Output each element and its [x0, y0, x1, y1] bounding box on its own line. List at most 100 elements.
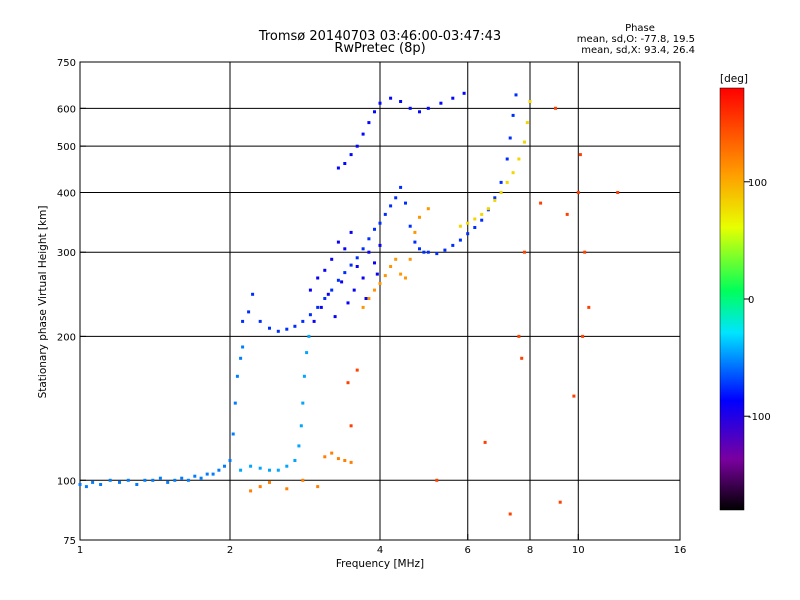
data-point [330, 451, 334, 455]
data-point [258, 319, 262, 323]
data-point [576, 191, 580, 194]
data-point [583, 250, 587, 254]
data-point [343, 459, 347, 462]
data-point [435, 478, 439, 482]
data-point [173, 478, 177, 482]
data-point [462, 91, 466, 95]
data-point [486, 207, 490, 211]
data-point [511, 171, 515, 175]
data-point [373, 288, 376, 292]
data-point [517, 334, 521, 338]
data-point [466, 232, 470, 236]
data-point [418, 110, 421, 114]
data-point [235, 374, 239, 378]
data-point [323, 268, 327, 272]
data-point [323, 455, 327, 459]
data-point [499, 180, 503, 184]
data-point [520, 356, 524, 360]
data-point [408, 224, 412, 228]
data-point [293, 324, 297, 328]
data-point [394, 196, 398, 200]
data-point [499, 191, 503, 194]
x-tick-label: 6 [465, 545, 471, 556]
data-point [523, 140, 526, 144]
data-point [297, 444, 301, 448]
data-point [352, 288, 356, 292]
data-point [143, 478, 147, 482]
data-point [349, 230, 353, 234]
x-tick-label: 10 [572, 545, 585, 556]
data-point [166, 480, 170, 484]
data-point [249, 489, 253, 493]
colorbar-ticks: 100 0 -100 [744, 178, 771, 423]
data-point [572, 394, 576, 398]
data-point [399, 185, 403, 189]
phase-heading: Phase [625, 23, 655, 34]
data-point [330, 288, 334, 292]
data-point [205, 472, 209, 476]
data-point [578, 153, 582, 157]
chart-title-line2: RwPretec (8p) [334, 41, 425, 56]
data-point [126, 478, 130, 482]
data-point [378, 243, 382, 247]
grid-lines [80, 62, 680, 540]
y-tick-label: 75 [63, 536, 76, 547]
data-point [404, 276, 407, 280]
data-point [483, 440, 487, 444]
data-point [336, 278, 340, 282]
data-point [451, 96, 455, 100]
data-point [301, 478, 305, 482]
data-point [493, 198, 497, 202]
data-point [373, 261, 376, 265]
data-point [383, 212, 387, 216]
data-point [616, 191, 620, 194]
data-point [268, 326, 271, 330]
data-point [565, 212, 569, 216]
data-point [316, 276, 320, 280]
data-point [558, 500, 562, 504]
y-tick-label: 500 [57, 142, 76, 153]
data-point [361, 305, 365, 309]
data-point [426, 250, 430, 254]
data-point [539, 201, 543, 205]
x-tick-label: 16 [674, 545, 687, 556]
data-point [276, 329, 280, 333]
data-point [399, 272, 403, 276]
data-point [367, 297, 371, 300]
data-point [333, 315, 337, 319]
data-point [587, 305, 591, 309]
data-point [581, 334, 585, 338]
data-point [451, 243, 455, 247]
data-point [158, 476, 162, 480]
data-point [378, 101, 382, 105]
data-point [217, 468, 221, 472]
data-point [346, 301, 350, 305]
phase-x-stats: mean, sd,X: 93.4, 26.4 [581, 45, 695, 56]
data-point [233, 401, 237, 405]
x-axis-ticks: 1 2 4 6 8 10 16 [77, 534, 687, 556]
data-point [308, 288, 312, 292]
data-point [308, 313, 312, 317]
data-point [528, 100, 532, 103]
data-point [426, 207, 430, 211]
data-point [355, 256, 359, 260]
data-point [323, 297, 327, 300]
data-point [413, 240, 417, 244]
data-point [514, 93, 518, 97]
chart-title-line1: Tromsø 20140703 03:46:00-03:47:43 [258, 29, 501, 44]
data-point [408, 257, 412, 261]
data-point [228, 459, 232, 462]
data-point [418, 247, 421, 251]
data-point [343, 271, 347, 275]
colorbar-label: [deg] [720, 73, 748, 85]
y-axis-ticks: 75 100 200 300 400 500 600 750 [57, 58, 86, 547]
y-tick-label: 600 [57, 104, 76, 115]
data-point [305, 351, 309, 355]
y-axis-label: Stationary phase Virtual Height [km] [37, 206, 49, 399]
data-point [355, 144, 359, 148]
data-point [301, 319, 305, 323]
x-axis-label: Frequency [MHz] [336, 558, 424, 570]
data-point [554, 106, 557, 110]
data-point [355, 368, 359, 372]
